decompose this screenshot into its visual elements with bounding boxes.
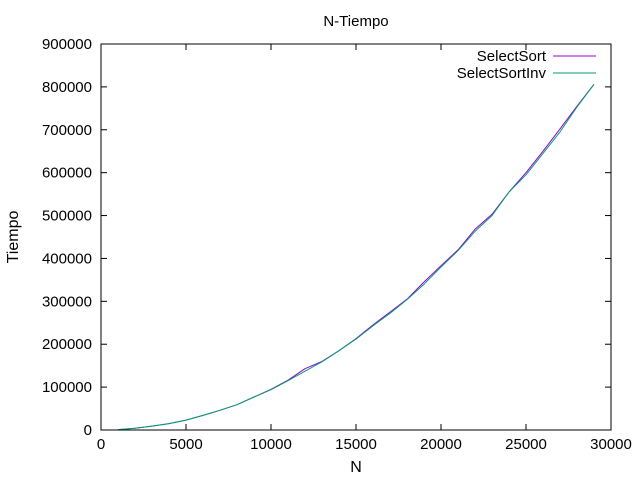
plot-series bbox=[117, 83, 595, 431]
x-tick-label: 15000 bbox=[335, 436, 377, 453]
y-tick-label: 0 bbox=[84, 422, 92, 439]
y-tick-label: 300000 bbox=[42, 293, 92, 310]
axis-ticks: 0 5000 10000 15000 20000 25000 300000100000200… bbox=[42, 36, 632, 453]
y-tick-label: 700000 bbox=[42, 122, 92, 139]
x-tick-label: 25000 bbox=[505, 436, 547, 453]
y-tick-label: 100000 bbox=[42, 379, 92, 396]
x-tick-label: 10000 bbox=[250, 436, 292, 453]
y-axis-title: Tiempo bbox=[5, 211, 22, 264]
y-tick-label: 900000 bbox=[42, 36, 92, 53]
x-tick-label: 20000 bbox=[420, 436, 462, 453]
y-tick-label: 400000 bbox=[42, 250, 92, 267]
y-tick-label: 600000 bbox=[42, 165, 92, 182]
plot-frame bbox=[100, 43, 612, 431]
x-tick-label: 0 bbox=[97, 436, 105, 453]
x-tick-label: 30000 bbox=[590, 436, 632, 453]
x-axis-title: N bbox=[350, 459, 362, 476]
series-line-selectsort bbox=[117, 83, 595, 431]
y-tick-label: 800000 bbox=[42, 79, 92, 96]
chart-title: N-Tiempo bbox=[323, 13, 388, 30]
legend-label-selectsortinv: SelectSortInv bbox=[457, 65, 547, 82]
series-line-selectsortinv bbox=[117, 84, 595, 431]
y-tick-label: 200000 bbox=[42, 336, 92, 353]
x-tick-label: 5000 bbox=[169, 436, 202, 453]
legend-label-selectsort: SelectSort bbox=[477, 48, 547, 65]
y-tick-label: 500000 bbox=[42, 208, 92, 225]
